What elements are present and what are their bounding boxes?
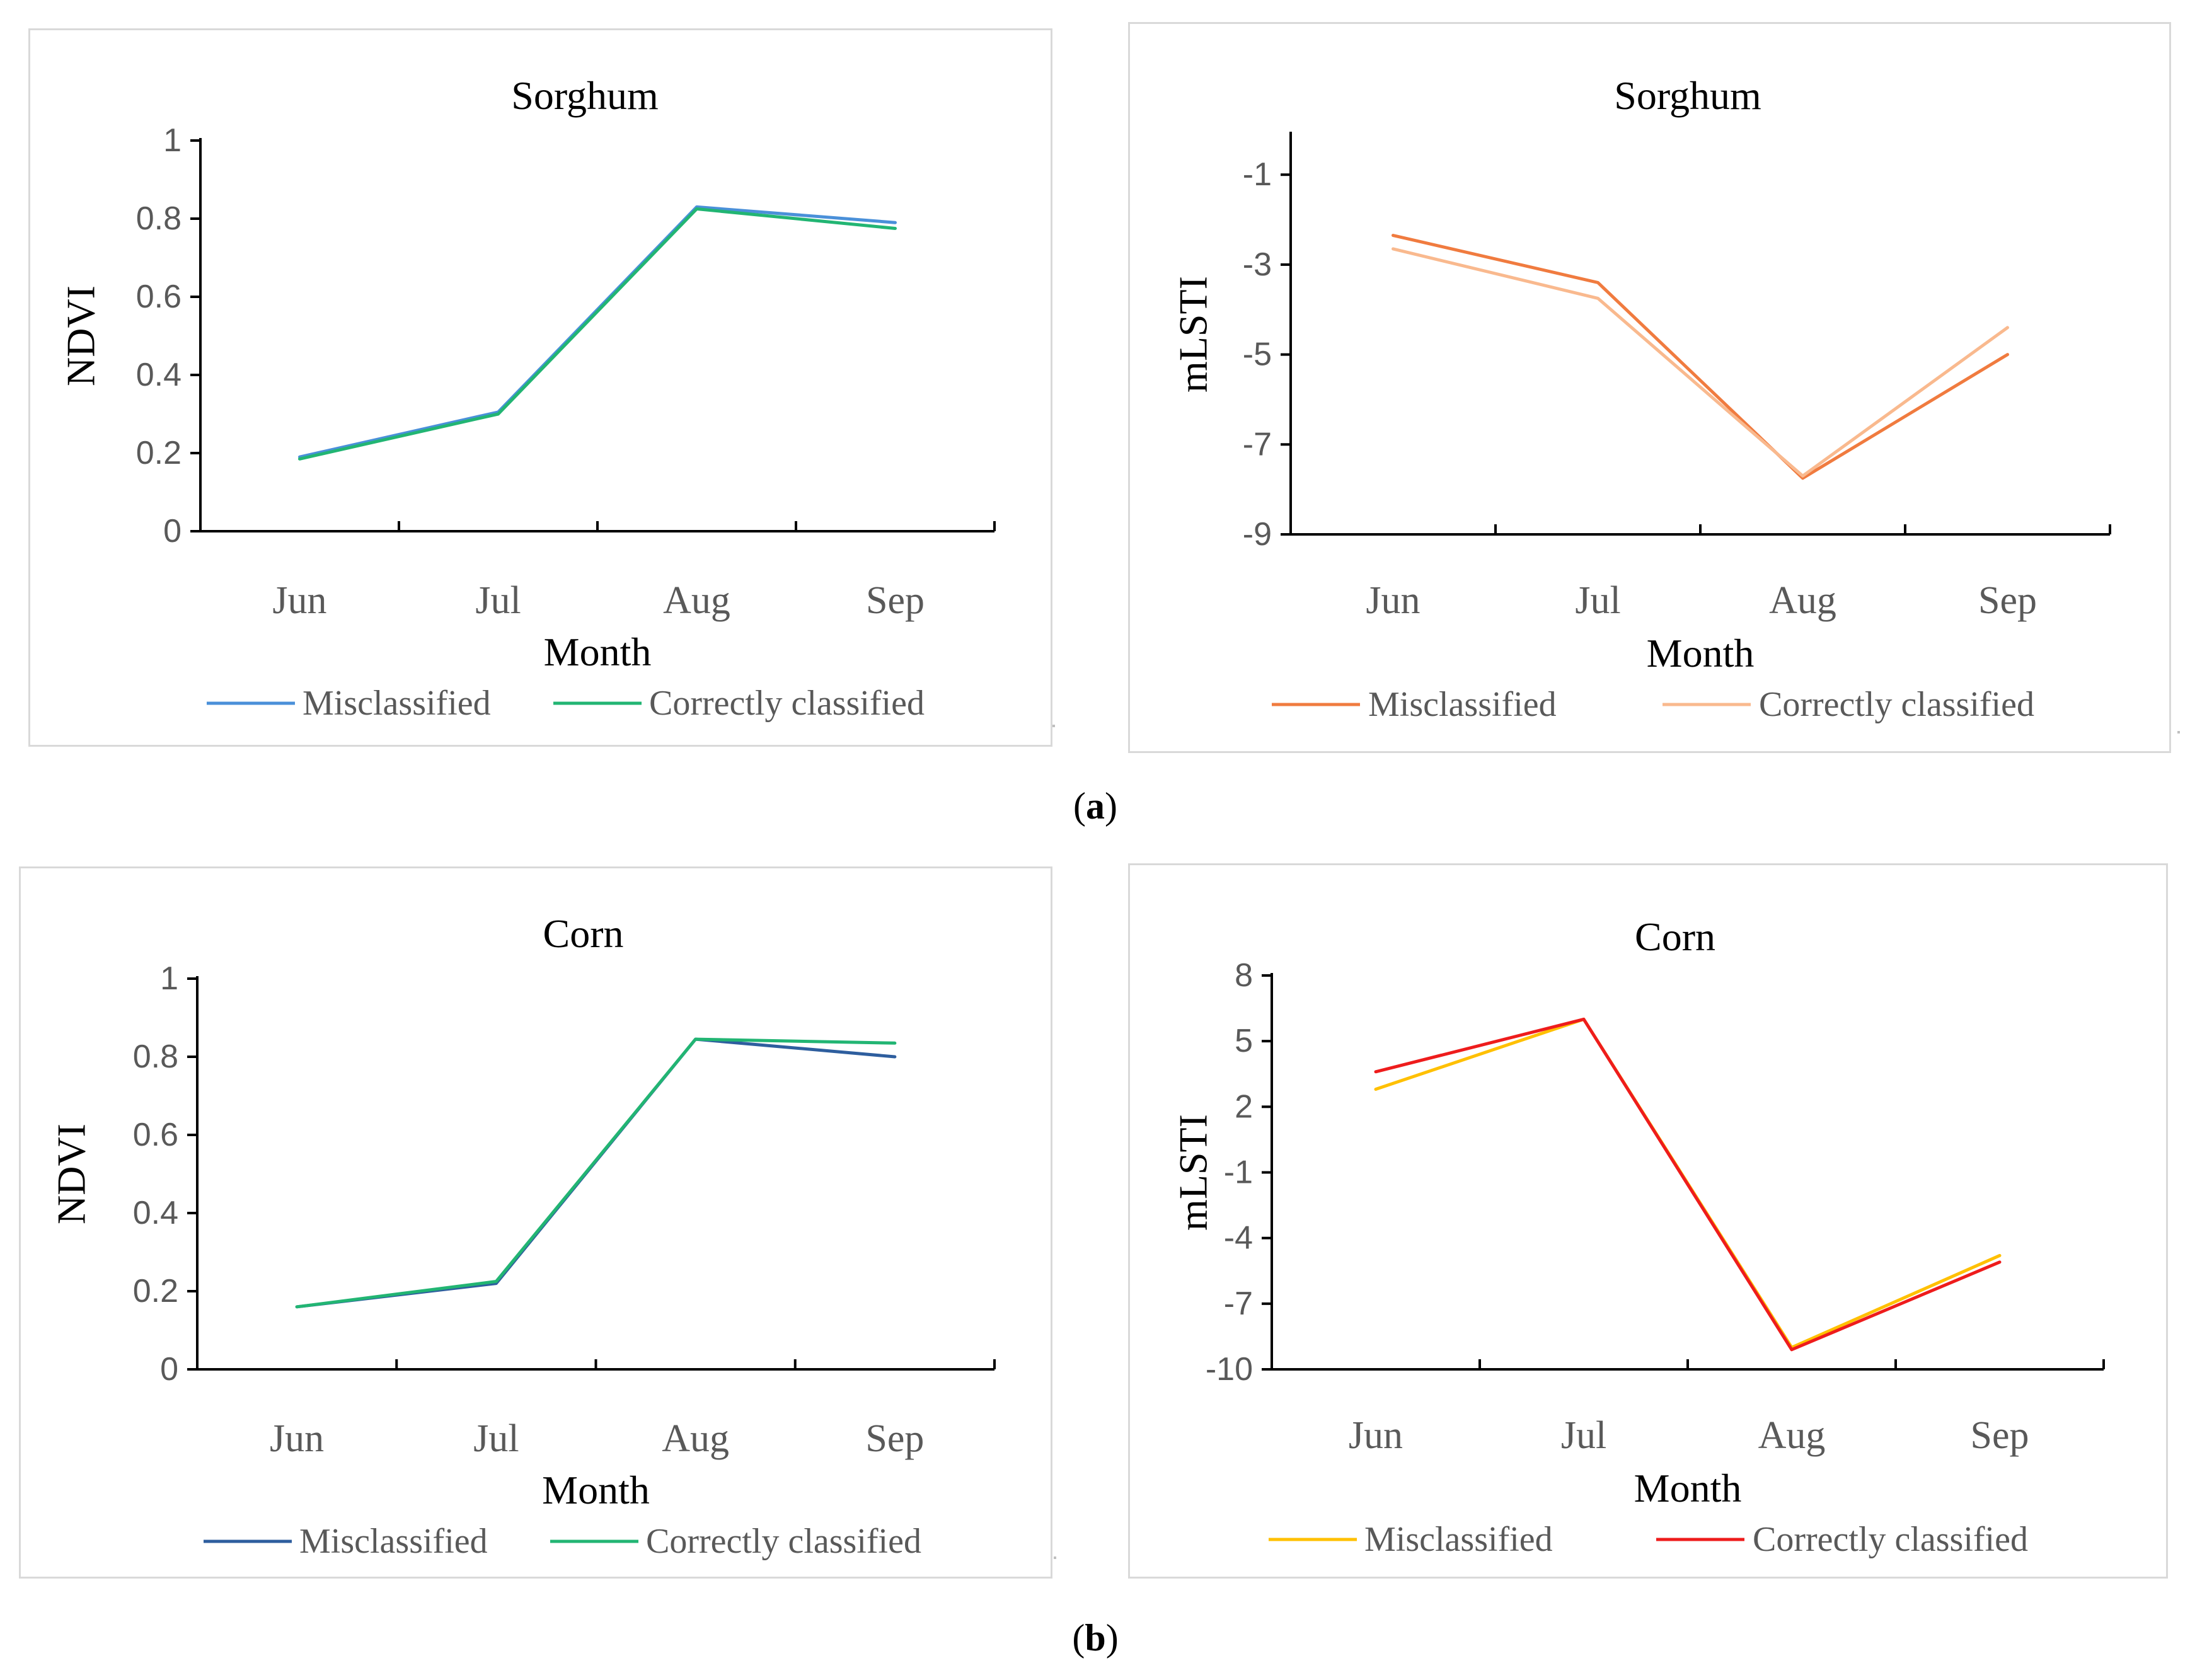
x-category-label: Jun [270, 1417, 324, 1460]
y-tick-label: -7 [1224, 1286, 1253, 1322]
x-category-label: Jun [272, 579, 326, 622]
stray-dot [2177, 731, 2180, 734]
chart-title: Sorghum [1614, 73, 1761, 118]
y-tick-label: 0.8 [136, 200, 182, 237]
x-category-label: Jun [1366, 579, 1420, 622]
y-tick-label: 0.4 [136, 357, 182, 393]
series-line-correctly-classified [1392, 247, 2009, 478]
caption-a: (a) [1073, 785, 1117, 827]
x-category-label: Sep [1971, 1414, 2029, 1457]
chart-title: Corn [543, 911, 624, 956]
x-category-label: Sep [866, 579, 925, 622]
y-tick-label: -7 [1243, 426, 1272, 463]
y-tick-label: -9 [1243, 516, 1272, 553]
series-line-correctly-classified [1374, 1017, 2002, 1352]
y-tick-label: 0.2 [133, 1273, 178, 1309]
x-category-label: Aug [662, 1417, 729, 1460]
y-tick-label: 0 [160, 1351, 178, 1388]
y-tick-label: -10 [1206, 1351, 1253, 1388]
x-category-label: Aug [1769, 579, 1836, 622]
legend-label: Correctly classified [646, 1522, 921, 1561]
x-axis-label: Month [1634, 1466, 1742, 1510]
x-category-label: Sep [1978, 579, 2037, 622]
legend-label: Misclassified [299, 1522, 488, 1561]
y-tick-label: 0.8 [133, 1038, 178, 1075]
y-tick-label: 0.2 [136, 435, 182, 471]
x-category-label: Aug [1758, 1414, 1826, 1457]
caption-b: (b) [1072, 1617, 1119, 1659]
x-category-label: Jul [1575, 579, 1620, 622]
series-line-misclassified [295, 1037, 897, 1309]
series-line-correctly-classified [295, 1037, 897, 1309]
legend-label: Misclassified [303, 684, 491, 723]
legend-label: Correctly classified [649, 684, 925, 723]
series-line-correctly-classified [298, 207, 897, 461]
x-axis-label: Month [1647, 631, 1755, 676]
chart-panel-sorghum-ndvi: Sorghum NDVI 0 0.2 0.4 0.6 0.8 1 Jun Jul Aug Sep Mon… [28, 28, 1052, 747]
y-tick-label: 2 [1235, 1088, 1253, 1125]
chart-sorghum-mlsti: Sorghum mLSTI -9 -7 -5 -3 -1 Jun Jul Aug Sep Month M… [1171, 73, 2111, 724]
chart-corn-ndvi: Corn NDVI 0 0.2 0.4 0.6 0.8 1 Jun Jul Aug Sep Month M… [49, 911, 996, 1561]
legend-label: Correctly classified [1753, 1520, 2028, 1559]
series-line-misclassified [1392, 234, 2009, 480]
y-axis-label: NDVI [59, 285, 103, 386]
chart-panel-sorghum-mlsti: Sorghum mLSTI -9 -7 -5 -3 -1 Jun Jul Aug Sep Month M… [1128, 22, 2171, 753]
x-category-label: Jul [1561, 1414, 1606, 1457]
y-tick-label: 0 [163, 513, 182, 549]
x-axis-label: Month [542, 1468, 650, 1512]
chart-panel-corn-ndvi: Corn NDVI 0 0.2 0.4 0.6 0.8 1 Jun Jul Aug Sep Month M… [19, 866, 1052, 1579]
chart-title: Corn [1635, 914, 1715, 959]
y-axis-label: mLSTI [1171, 1114, 1216, 1231]
y-tick-label: 1 [160, 960, 178, 997]
chart-corn-mlsti: Corn mLSTI -10 -7 -4 -1 2 5 8 Jun Jul Aug Sep Month Mi… [1171, 914, 2105, 1559]
y-tick-label: 0.6 [136, 279, 182, 315]
y-tick-label: 1 [163, 122, 182, 159]
y-axis-label: mLSTI [1171, 276, 1216, 393]
legend-label: Misclassified [1364, 1520, 1553, 1559]
x-axis-label: Month [544, 630, 652, 674]
y-axis-label: NDVI [49, 1124, 94, 1224]
x-category-label: Jul [475, 579, 521, 622]
y-tick-label: -5 [1243, 337, 1272, 373]
y-tick-label: -1 [1224, 1154, 1253, 1191]
x-category-label: Jun [1349, 1414, 1403, 1457]
chart-sorghum-ndvi: Sorghum NDVI 0 0.2 0.4 0.6 0.8 1 Jun Jul Aug Sep Mon… [59, 73, 996, 723]
legend-label: Misclassified [1368, 685, 1557, 724]
x-category-label: Aug [663, 579, 730, 622]
legend-label: Correctly classified [1759, 685, 2034, 724]
x-category-label: Sep [865, 1417, 924, 1460]
y-tick-label: -3 [1243, 246, 1272, 283]
y-tick-label: 8 [1235, 957, 1253, 994]
y-tick-label: 0.6 [133, 1117, 178, 1153]
y-tick-label: -1 [1243, 156, 1272, 193]
y-tick-label: 5 [1235, 1023, 1253, 1059]
stray-dot [1052, 725, 1055, 727]
y-tick-label: -4 [1224, 1220, 1253, 1257]
y-tick-label: 0.4 [133, 1195, 178, 1231]
x-category-label: Jul [473, 1417, 519, 1460]
chart-panel-corn-mlsti: Corn mLSTI -10 -7 -4 -1 2 5 8 Jun Jul Aug Sep Month Mi… [1128, 863, 2168, 1579]
series-line-misclassified [298, 205, 897, 459]
chart-title: Sorghum [511, 73, 659, 118]
stray-dot [1054, 1556, 1056, 1559]
